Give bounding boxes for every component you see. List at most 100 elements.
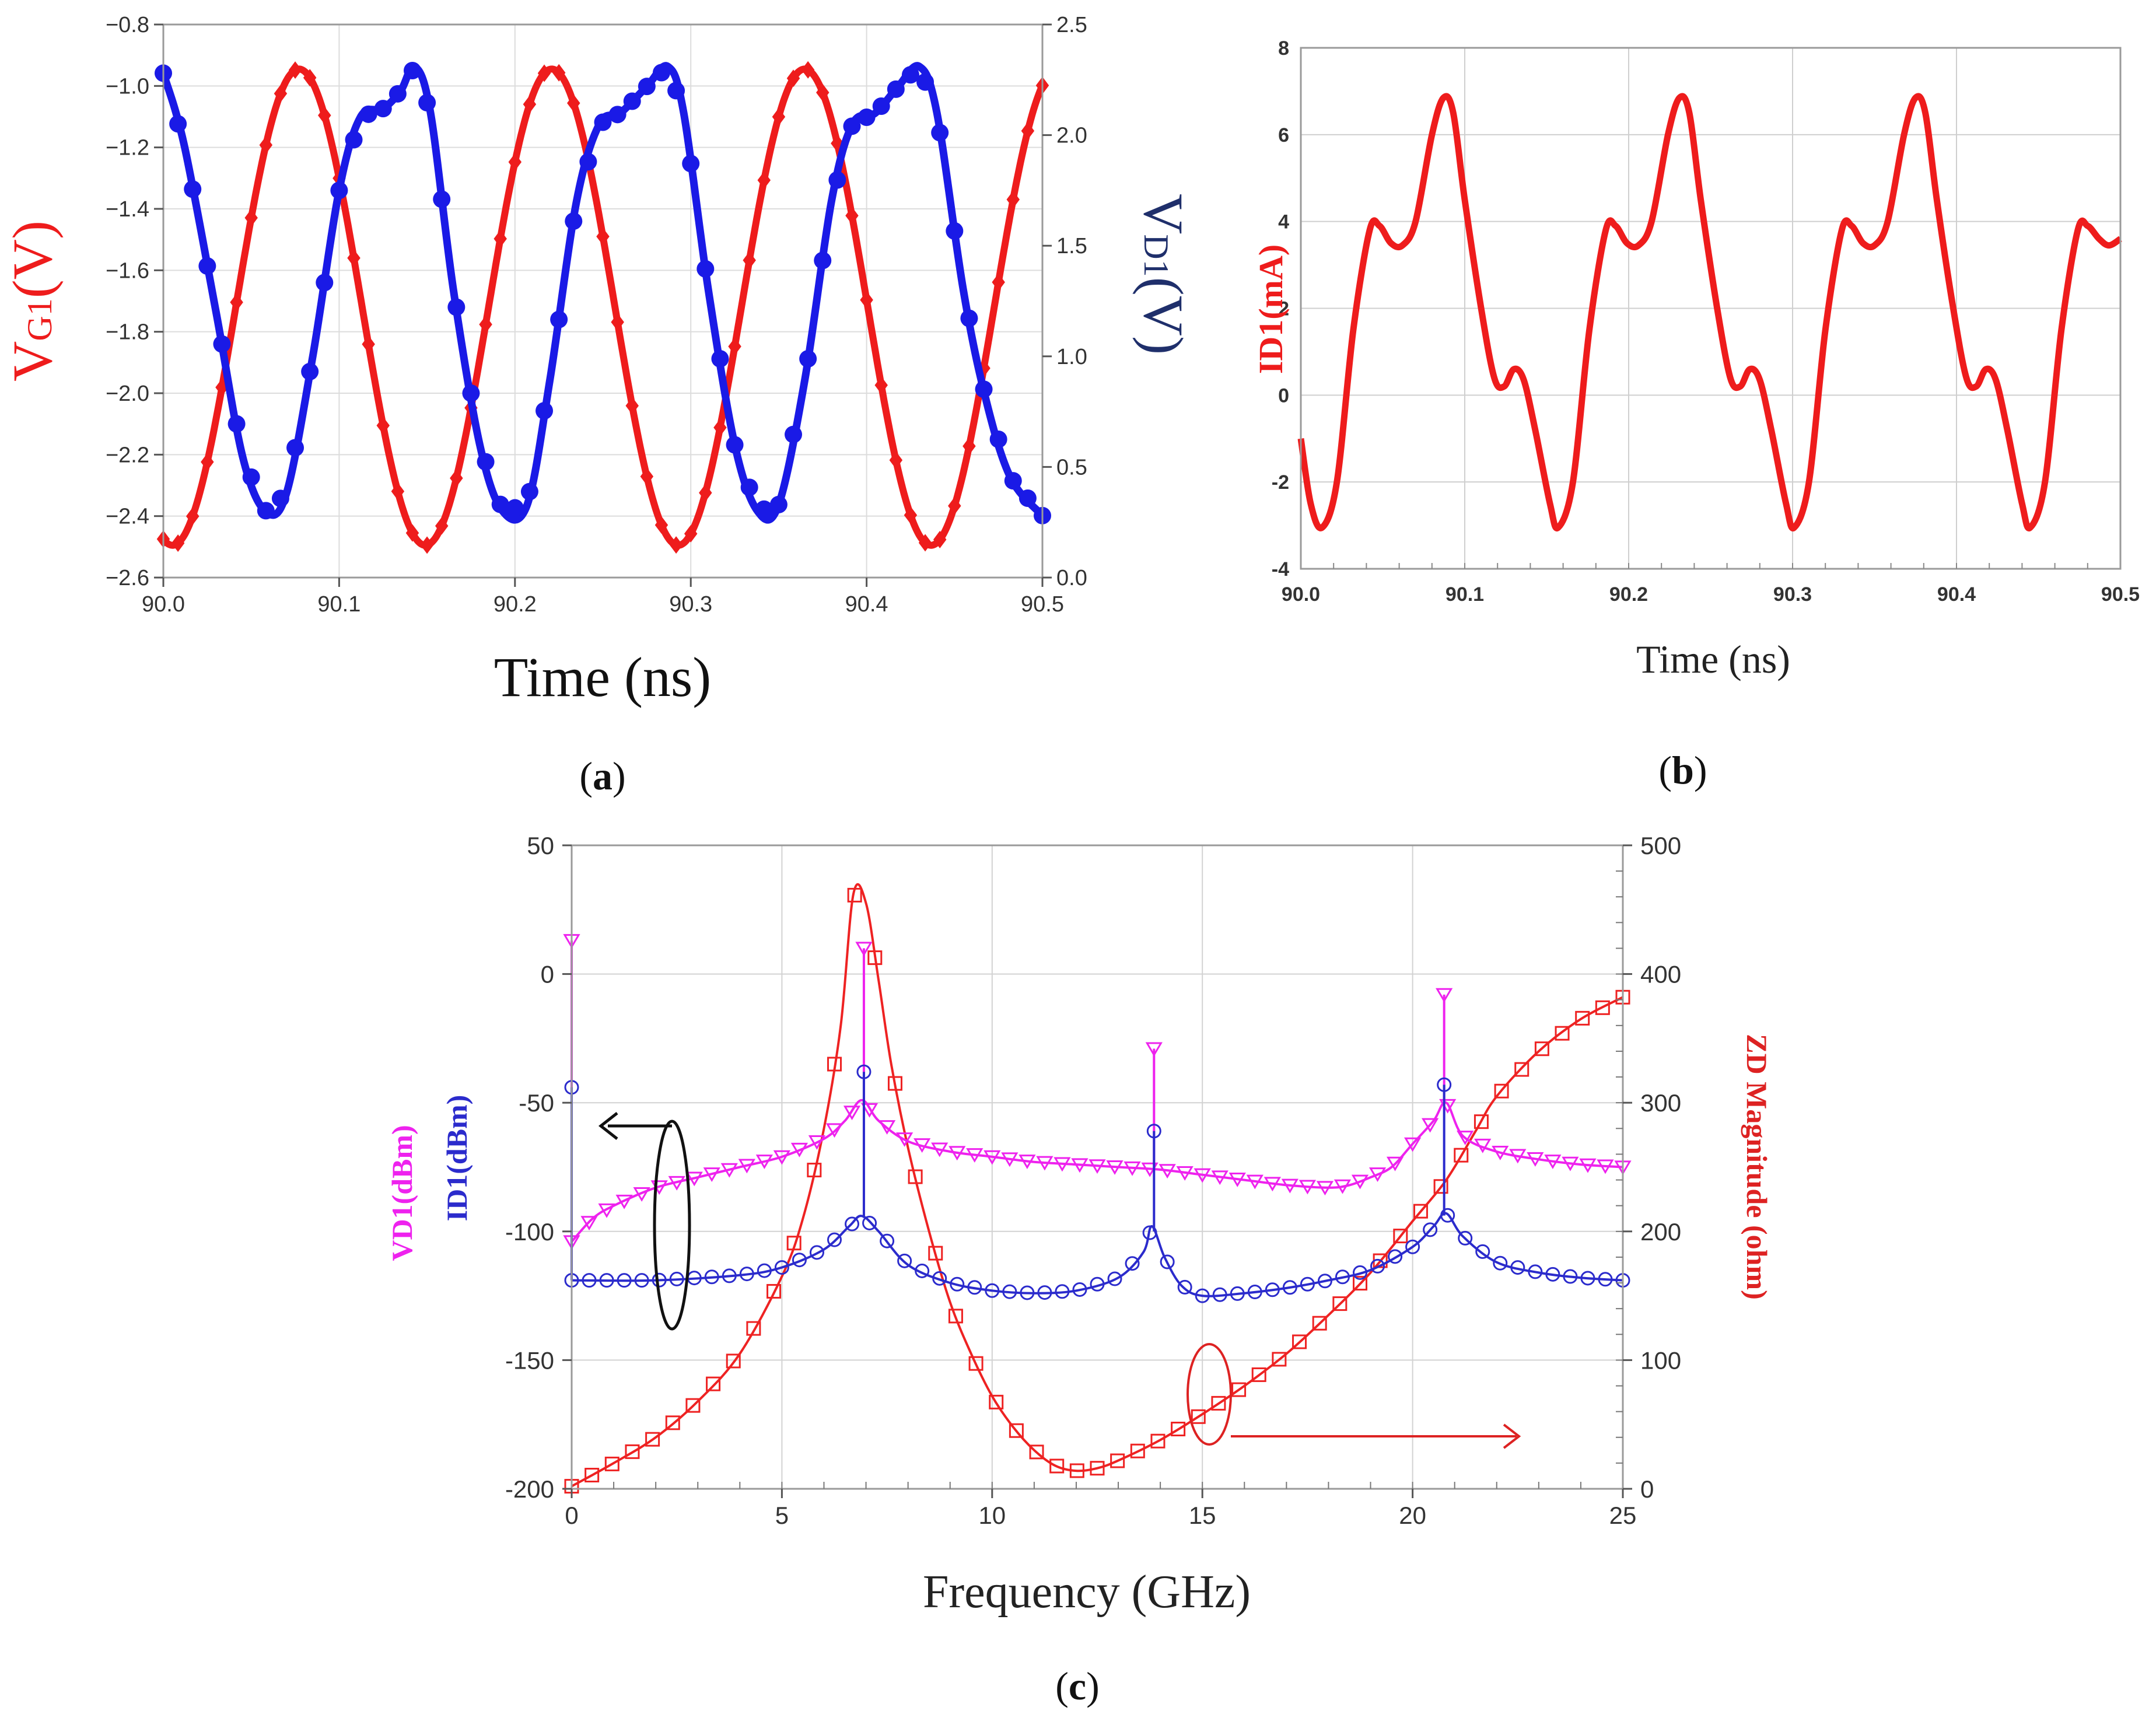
vd1-point bbox=[740, 478, 758, 496]
vd1-point bbox=[491, 495, 509, 513]
zd-point bbox=[1150, 1433, 1166, 1449]
zd-point bbox=[1413, 1204, 1428, 1219]
vd1-point bbox=[887, 80, 905, 98]
vd1-point bbox=[682, 155, 700, 173]
id1-point bbox=[792, 1253, 807, 1268]
id1-point bbox=[774, 1260, 789, 1275]
vg1-point bbox=[654, 516, 668, 534]
panel-c-label: (c) bbox=[1055, 1664, 1100, 1708]
panel-c-xtick-label: 15 bbox=[1189, 1502, 1216, 1529]
id1-point bbox=[1353, 1265, 1367, 1280]
vd1-point bbox=[536, 402, 554, 420]
zd-point bbox=[1069, 1463, 1084, 1478]
vd1-point bbox=[1422, 1118, 1439, 1133]
vd1-point bbox=[984, 1150, 1001, 1165]
id1-point bbox=[757, 1263, 772, 1278]
id1-point bbox=[1177, 1279, 1192, 1295]
panel-c-ylabel-id1: ID1(dBm) bbox=[440, 1095, 473, 1222]
vg1-point bbox=[171, 534, 185, 552]
panel-b-xlabel: Time (ns) bbox=[1636, 637, 1790, 681]
id1-point bbox=[1300, 1276, 1315, 1292]
panel-a-xtick-label: 90.0 bbox=[142, 592, 185, 617]
zd-point bbox=[807, 1163, 822, 1178]
vd1-point bbox=[916, 73, 935, 91]
zd-point bbox=[1474, 1114, 1489, 1129]
zd-point bbox=[1272, 1352, 1287, 1367]
vd1-spike-point bbox=[1436, 988, 1453, 1003]
vd1-point bbox=[1001, 1152, 1019, 1167]
id1-point bbox=[1598, 1272, 1613, 1287]
panel-a-ytick-right-label: 1.0 bbox=[1056, 345, 1087, 369]
vd1-point bbox=[773, 1150, 791, 1165]
panel-a-ytick-left-label: −1.6 bbox=[106, 258, 149, 283]
panel-c-ytick-right-label: 300 bbox=[1640, 1089, 1681, 1117]
vd1-point bbox=[860, 1103, 878, 1118]
zd-point bbox=[948, 1309, 963, 1324]
vg1-point bbox=[948, 497, 961, 515]
panel-a-ylabel-left-tail: (V) bbox=[1, 221, 64, 298]
vd1-point bbox=[949, 1146, 966, 1161]
zd-point bbox=[928, 1246, 943, 1261]
vg1-point bbox=[420, 536, 434, 554]
vd1-point bbox=[1071, 1158, 1088, 1173]
zd-point bbox=[1251, 1367, 1266, 1382]
zd-point bbox=[1534, 1041, 1549, 1057]
zd-point bbox=[1211, 1395, 1226, 1411]
zd-point bbox=[1433, 1179, 1448, 1194]
vd1-point bbox=[931, 124, 949, 142]
id1-point bbox=[739, 1267, 754, 1282]
vd1-point bbox=[286, 439, 304, 457]
vg1-point bbox=[772, 108, 786, 126]
panel-c-ticks: 0 5 10 15 20 25-200-150-100-50050010020030040… bbox=[505, 832, 1681, 1529]
id1-point bbox=[1423, 1222, 1438, 1237]
panel-c-frame bbox=[570, 844, 1624, 1490]
vd1-point bbox=[1562, 1156, 1579, 1171]
id1-point bbox=[1458, 1230, 1473, 1246]
vg1-point bbox=[684, 524, 698, 543]
panel-a-ylabel-left: VG1(V) bbox=[1, 221, 64, 382]
panel-a-label: (a) bbox=[579, 754, 625, 798]
vd1-point bbox=[345, 131, 363, 149]
vd1-point bbox=[808, 1135, 826, 1150]
panel-b-label: (b) bbox=[1658, 748, 1707, 792]
zd-point bbox=[685, 1398, 701, 1413]
vg1-point bbox=[801, 61, 815, 79]
vd1-point bbox=[598, 1203, 615, 1218]
vd1-point bbox=[966, 1148, 984, 1163]
vd1-point bbox=[242, 468, 260, 486]
zd-point bbox=[786, 1236, 802, 1251]
id1-point bbox=[967, 1280, 982, 1295]
vg1-point bbox=[376, 417, 390, 435]
panel-a-ytick-right-label: 0.5 bbox=[1056, 455, 1087, 480]
panel-c-right-annotation bbox=[1186, 1343, 1521, 1449]
zd-point bbox=[968, 1356, 984, 1371]
id1-point bbox=[1142, 1225, 1157, 1240]
vd1-point bbox=[462, 384, 480, 402]
vd1-point bbox=[1368, 1167, 1387, 1183]
panel-a-ylabel-right-main: V bbox=[1132, 194, 1195, 234]
panel-c-ytick-left-label: -150 bbox=[505, 1346, 554, 1374]
panel-c-ytick-left-label: 50 bbox=[527, 832, 554, 859]
panel-b-ytick-label: 4 bbox=[1278, 211, 1289, 233]
vd1-point bbox=[703, 1167, 720, 1183]
panel-b-ytick-label: -4 bbox=[1272, 558, 1289, 580]
vg1-point bbox=[845, 207, 859, 225]
vd1-point bbox=[668, 1176, 685, 1191]
vg1-point bbox=[889, 451, 903, 469]
right-arrow-icon bbox=[1503, 1423, 1521, 1449]
id1-point bbox=[880, 1233, 895, 1248]
zd-point bbox=[827, 1057, 842, 1072]
id1-spike-point bbox=[1437, 1077, 1452, 1092]
panel-c-xtick-label: 20 bbox=[1399, 1502, 1426, 1529]
id1-point bbox=[1055, 1284, 1070, 1299]
vd1-point bbox=[418, 93, 436, 111]
vd1-point bbox=[403, 62, 421, 79]
vg1-point bbox=[244, 209, 258, 227]
vd1-point bbox=[843, 117, 861, 135]
vd1-point bbox=[799, 350, 817, 368]
vg1-point bbox=[992, 273, 1005, 291]
zd-point bbox=[1332, 1296, 1348, 1311]
panel-a-ytick-right-label: 1.5 bbox=[1056, 234, 1087, 258]
panel-b-ytick-label: 0 bbox=[1278, 384, 1289, 407]
vg1-point bbox=[757, 171, 771, 189]
